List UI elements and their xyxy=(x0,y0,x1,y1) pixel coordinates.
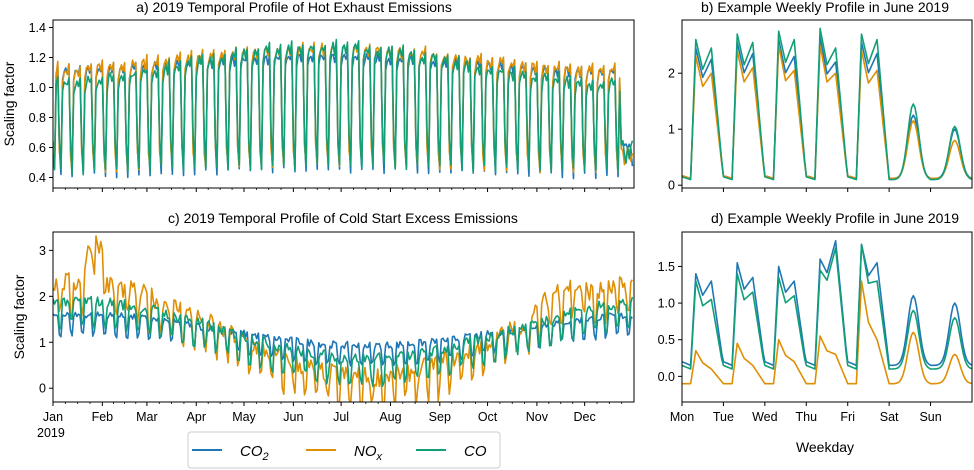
panel-c-title: c) 2019 Temporal Profile of Cold Start E… xyxy=(168,210,518,226)
panel-c-xtick-label: Jul xyxy=(333,410,349,424)
panel-d-ytick-label: 1.0 xyxy=(658,297,675,311)
panel-c-ytick-label: 0 xyxy=(39,382,46,396)
panel-d-xtick-label: Sun xyxy=(919,410,941,424)
panel-d-ytick-label: 0.0 xyxy=(658,370,675,384)
panel-b-title: b) Example Weekly Profile in June 2019 xyxy=(701,0,949,15)
panel-c-ylabel: Scaling factor xyxy=(11,274,27,359)
legend-label-nox: NOx xyxy=(354,443,383,463)
panel-d-ytick-label: 1.5 xyxy=(658,260,675,274)
panel-c-xtick-label: Apr xyxy=(187,410,206,424)
panel-c-series-co xyxy=(53,295,634,388)
panel-c-xtick-label: May xyxy=(232,410,256,424)
panel-c-xtick-label: Jan xyxy=(43,410,63,424)
panel-a-ytick-label: 0.6 xyxy=(29,141,46,155)
panel-c-ytick-label: 2 xyxy=(39,290,46,304)
panel-b-weekly-hot: b) Example Weekly Profile in June 2019 0… xyxy=(668,0,973,193)
panel-a-series-co xyxy=(53,38,634,176)
panel-a-title: a) 2019 Temporal Profile of Hot Exhaust … xyxy=(136,0,452,15)
panel-c-xtick-label: Dec xyxy=(574,410,596,424)
panel-b-ytick-label: 2 xyxy=(668,67,675,81)
panel-b-ytick-label: 0 xyxy=(668,179,675,193)
panel-d-frame xyxy=(681,231,973,403)
panel-c-xtick-label: Jun xyxy=(283,410,303,424)
panel-a-ytick-label: 0.8 xyxy=(29,111,46,125)
panel-b-series-co xyxy=(682,27,972,181)
panel-c-xtick-label: Mar xyxy=(136,410,158,424)
legend: CO2 NOx CO xyxy=(187,431,501,469)
panel-c-xtick-label: Sep xyxy=(429,410,451,424)
panel-d-ytick-label: 0.5 xyxy=(658,333,675,347)
panel-b-series-co2 xyxy=(682,36,972,180)
panel-a-hot-exhaust: a) 2019 Temporal Profile of Hot Exhaust … xyxy=(1,0,635,192)
panel-d-series-nox xyxy=(682,280,972,385)
panel-c-xtick-label: Feb xyxy=(92,410,114,424)
panel-c-xtick-label: Aug xyxy=(379,410,401,424)
panel-d-xtick-label: Fri xyxy=(840,410,855,424)
panel-d-xtick-label: Wed xyxy=(752,410,778,424)
panel-b-frame xyxy=(681,19,973,189)
panel-d-xtick-label: Mon xyxy=(670,410,694,424)
panel-c-ytick-label: 1 xyxy=(39,336,46,350)
panel-a-ytick-label: 0.4 xyxy=(29,171,46,185)
legend-label-co2: CO2 xyxy=(240,443,269,463)
panel-d-xtick-label: Tue xyxy=(713,410,734,424)
panel-d-title: d) Example Weekly Profile in June 2019 xyxy=(711,210,959,226)
panel-a-ytick-label: 1.0 xyxy=(29,81,46,95)
panel-d-xlabel: Weekday xyxy=(796,439,854,455)
panel-d-weekly-cold: d) Example Weekly Profile in June 2019 W… xyxy=(658,210,973,455)
legend-frame xyxy=(187,431,501,469)
panel-d-xtick-label: Thu xyxy=(796,410,818,424)
panel-c-series-co2 xyxy=(53,311,633,367)
panel-c-xtick-label: Oct xyxy=(478,410,498,424)
panel-c-frame xyxy=(52,231,635,403)
panel-d-series-co xyxy=(682,243,972,370)
panel-c-ytick-label: 3 xyxy=(39,244,46,258)
panel-b-ytick-label: 1 xyxy=(668,123,675,137)
panel-a-frame xyxy=(52,19,635,189)
panel-d-series-co2 xyxy=(682,239,972,367)
panel-c-xtick-label: 2019 xyxy=(37,426,65,440)
panel-a-ytick-label: 1.4 xyxy=(29,21,46,35)
panel-a-ytick-label: 1.2 xyxy=(29,51,46,65)
panel-a-ylabel: Scaling factor xyxy=(1,61,17,146)
panel-c-xtick-label: Nov xyxy=(526,410,549,424)
panel-c-cold-start: c) 2019 Temporal Profile of Cold Start E… xyxy=(11,210,635,440)
legend-label-co: CO xyxy=(464,443,487,460)
panel-d-xtick-label: Sat xyxy=(880,410,899,424)
